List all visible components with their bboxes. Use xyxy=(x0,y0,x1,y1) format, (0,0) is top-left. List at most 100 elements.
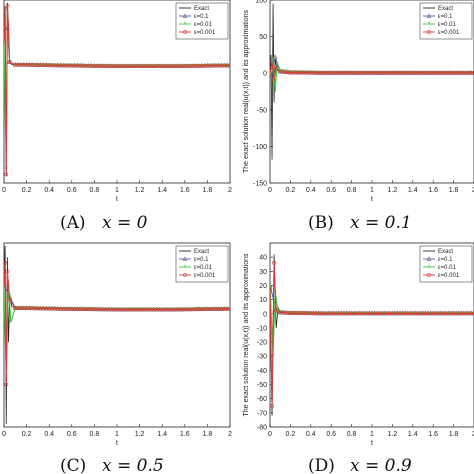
point-marker xyxy=(225,63,230,68)
point-marker xyxy=(115,64,119,69)
legend: Exact ε=0.1 * ε=0.01 ε=0.001 xyxy=(175,245,229,283)
point-marker xyxy=(154,64,159,69)
plot-area: ****************************************… xyxy=(270,3,474,160)
point-marker xyxy=(390,70,395,75)
point-marker xyxy=(438,311,443,316)
legend-marker: * xyxy=(184,22,187,28)
point-marker xyxy=(16,306,21,311)
point-marker xyxy=(393,70,397,75)
point-marker xyxy=(95,64,100,68)
point-marker xyxy=(72,307,77,311)
point-marker xyxy=(382,70,387,75)
point-marker: * xyxy=(3,282,6,289)
y-tick-label: -20 xyxy=(257,340,267,347)
point-marker xyxy=(86,63,91,68)
point-marker xyxy=(313,70,318,75)
x-tick-label: 1.2 xyxy=(388,431,398,438)
y-tick-label: -80 xyxy=(257,425,267,432)
point-marker xyxy=(293,311,298,316)
caption-label: (A) xyxy=(60,213,86,233)
point-marker xyxy=(47,63,52,68)
point-marker xyxy=(415,311,420,316)
point-marker xyxy=(438,70,443,75)
point-marker xyxy=(449,311,453,316)
point-marker xyxy=(126,307,131,312)
legend-label: ε=0.001 xyxy=(194,273,216,279)
point-marker xyxy=(64,306,69,311)
point-marker xyxy=(27,306,32,311)
point-marker xyxy=(33,306,37,311)
point-marker xyxy=(352,70,357,75)
point-marker xyxy=(370,70,374,75)
point-marker xyxy=(441,311,446,316)
point-marker xyxy=(461,311,466,316)
point-marker xyxy=(199,63,204,68)
point-marker xyxy=(81,307,86,311)
point-marker xyxy=(354,311,359,316)
point-marker xyxy=(375,311,380,316)
point-marker xyxy=(36,63,40,67)
point-marker xyxy=(21,62,26,67)
point-marker xyxy=(349,311,354,316)
point-marker xyxy=(308,70,313,75)
point-marker xyxy=(387,311,392,316)
point-marker xyxy=(47,306,52,311)
point-marker xyxy=(433,70,438,75)
point-marker xyxy=(202,307,207,312)
point-marker xyxy=(165,307,170,312)
point-marker xyxy=(36,306,40,311)
legend-marker xyxy=(427,273,431,277)
point-marker xyxy=(24,306,29,311)
point-marker xyxy=(324,311,329,316)
x-tick-label: 1.2 xyxy=(388,187,398,194)
point-marker xyxy=(459,70,464,75)
point-marker xyxy=(120,307,125,312)
x-tick-label: 0.6 xyxy=(326,187,336,194)
point-marker xyxy=(58,63,63,68)
point-marker xyxy=(272,78,276,83)
point-marker xyxy=(408,70,413,75)
point-marker xyxy=(143,64,148,69)
y-tick-label: 100 xyxy=(255,0,267,5)
point-marker xyxy=(459,311,464,316)
point-marker xyxy=(370,311,374,316)
point-marker xyxy=(129,64,134,69)
point-marker xyxy=(319,70,323,75)
point-marker xyxy=(151,307,156,312)
x-tick-label: 0 xyxy=(268,187,272,194)
point-marker xyxy=(177,64,182,68)
y-axis-label: The exact solution real(u(x,t)) and its … xyxy=(243,253,250,417)
point-marker xyxy=(163,307,167,312)
point-marker xyxy=(283,310,288,315)
point-marker xyxy=(4,172,9,177)
point-marker xyxy=(301,311,306,316)
point-marker xyxy=(316,70,321,75)
point-marker xyxy=(19,306,23,311)
point-marker xyxy=(385,70,390,75)
point-marker xyxy=(140,64,145,69)
point-marker xyxy=(58,306,63,311)
point-marker xyxy=(38,63,43,67)
point-marker xyxy=(168,64,173,69)
point-marker xyxy=(367,70,372,75)
point-marker xyxy=(78,63,83,68)
legend-marker: * xyxy=(428,22,431,28)
point-marker xyxy=(4,382,9,387)
legend-marker xyxy=(183,273,187,277)
point-marker xyxy=(185,307,190,312)
point-marker xyxy=(359,70,364,75)
point-marker xyxy=(303,70,308,75)
point-marker xyxy=(27,62,32,67)
point-marker xyxy=(385,311,390,316)
point-marker xyxy=(274,309,279,313)
point-marker xyxy=(339,311,344,316)
y-tick-label: -10 xyxy=(257,325,267,332)
point-marker xyxy=(347,70,351,75)
point-marker: * xyxy=(9,319,12,326)
point-marker xyxy=(291,311,295,315)
point-marker xyxy=(283,70,288,75)
point-marker xyxy=(426,70,431,75)
point-marker xyxy=(61,306,66,311)
point-marker xyxy=(377,311,382,316)
point-marker xyxy=(44,306,49,311)
